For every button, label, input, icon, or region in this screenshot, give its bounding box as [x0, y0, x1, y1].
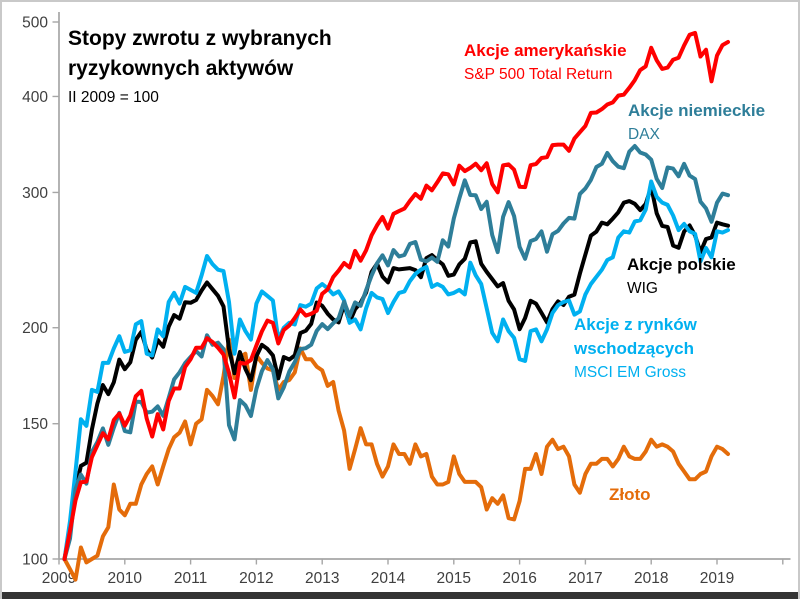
chart-title: Stopy zwrotu z wybranych ryzykownych akt… [68, 24, 332, 107]
x-tick-label: 2018 [634, 570, 668, 587]
y-tick-label: 200 [22, 320, 48, 337]
series-label-line: Akcje polskie [627, 255, 736, 274]
x-tick-label: 2017 [568, 570, 602, 587]
series-label-msciem: Akcje z rynków wschodzących MSCI EM Gross [574, 313, 697, 384]
x-tick-label: 2009 [42, 570, 76, 587]
line-sp500 [62, 30, 730, 561]
series-label-line: DAX [628, 126, 660, 143]
x-tick-label: 2011 [174, 570, 207, 587]
series-label-sp500: Akcje amerykańskie S&P 500 Total Return [464, 39, 627, 86]
chart-subtitle: II 2009 = 100 [68, 89, 159, 106]
title-line-1: Stopy zwrotu z wybranych [68, 27, 332, 50]
line-dax [62, 144, 730, 561]
y-tick-label: 400 [22, 89, 48, 106]
title-line-2: ryzykownych aktywów [68, 57, 294, 80]
series-label-line: S&P 500 Total Return [464, 66, 613, 83]
y-tick-label: 500 [22, 15, 48, 32]
line-msciem [62, 179, 730, 561]
series-label-dax: Akcje niemieckie DAX [628, 99, 765, 146]
series-label-line: Akcje niemieckie [628, 101, 766, 120]
y-tick-label: 100 [22, 552, 48, 569]
x-tick-label: 2015 [437, 570, 471, 587]
series-label-line: wschodzących [574, 339, 694, 358]
series-label-wig: Akcje polskie WIG [627, 253, 736, 300]
series-label-line: Akcje z rynków [574, 315, 697, 334]
line-gold [62, 337, 730, 582]
x-tick-label: 2014 [371, 570, 406, 587]
series-label-line: Akcje amerykańskie [464, 41, 627, 60]
x-tick-label: 2016 [502, 570, 536, 587]
x-tick-label: 2012 [239, 570, 273, 587]
line-wig [62, 184, 730, 561]
series-label-line: Złoto [609, 485, 651, 504]
series-label-line: MSCI EM Gross [574, 364, 686, 381]
x-tick-label: 2013 [305, 570, 339, 587]
series-label-gold: Złoto [609, 483, 651, 507]
x-tick-label: 2019 [700, 570, 734, 587]
y-tick-label: 150 [22, 416, 48, 433]
x-tick-label: 2010 [108, 570, 143, 587]
bottom-edge-bar [2, 592, 798, 599]
y-tick-label: 300 [22, 185, 48, 202]
series-label-line: WIG [627, 280, 658, 297]
